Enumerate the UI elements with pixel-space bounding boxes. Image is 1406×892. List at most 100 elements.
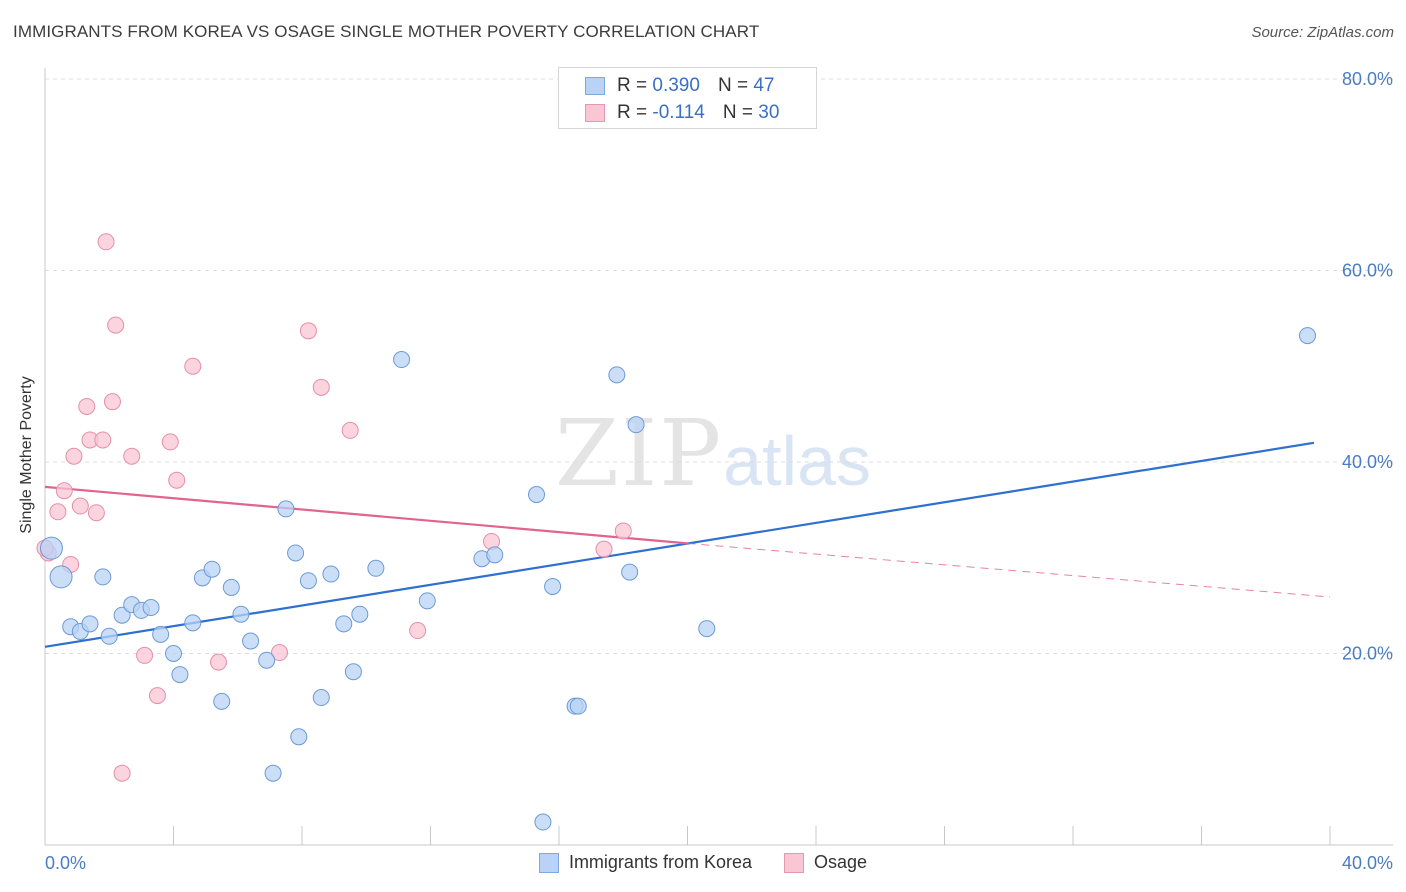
data-point-osage: [65, 447, 83, 465]
data-point-osage: [614, 522, 632, 540]
data-point-korea: [100, 627, 118, 645]
x-tick-label: 0.0%: [45, 853, 86, 873]
legend-swatch-pink: [585, 104, 605, 122]
data-point-korea: [242, 632, 260, 650]
series-legend: Immigrants from Korea Osage: [0, 852, 1406, 873]
data-point-osage: [55, 482, 73, 500]
data-point-osage: [103, 393, 121, 411]
data-point-osage: [148, 687, 166, 705]
data-point-osage: [113, 764, 131, 782]
data-point-korea: [152, 625, 170, 643]
data-point-korea: [351, 605, 369, 623]
legend-n-label: N =: [717, 75, 749, 96]
data-point-osage: [78, 397, 96, 415]
data-point-korea: [81, 615, 99, 633]
legend-swatch-blue: [538, 852, 559, 873]
legend-swatch-pink: [784, 852, 804, 873]
data-point-korea: [299, 572, 317, 590]
data-point-korea: [698, 620, 716, 638]
legend-r-label: R =: [617, 102, 648, 123]
trend-lines: [44, 441, 1331, 648]
watermark-atlas: atlas: [723, 422, 872, 500]
data-point-osage: [341, 421, 359, 439]
trend-line-osage-extrapolated: [687, 542, 1331, 598]
legend-n-label: N =: [722, 102, 753, 123]
legend-r-label: R =: [617, 75, 648, 96]
data-point-korea: [213, 692, 231, 710]
data-point-osage: [97, 233, 115, 251]
data-point-korea: [232, 605, 250, 623]
data-point-korea: [418, 592, 436, 610]
legend-r-value: 0.390: [652, 75, 700, 96]
data-point-osage: [123, 447, 141, 465]
legend-row-korea: R = 0.390 N = 47: [585, 74, 774, 98]
data-point-osage: [94, 431, 112, 449]
chart-title: IMMIGRANTS FROM KOREA VS OSAGE SINGLE MO…: [13, 22, 760, 41]
data-point-korea: [165, 645, 182, 662]
data-point-korea: [184, 614, 202, 632]
data-point-osage: [409, 622, 427, 640]
data-point-korea: [621, 563, 639, 581]
data-point-korea: [264, 764, 282, 782]
legend-item-korea[interactable]: Immigrants from Korea: [538, 852, 752, 873]
data-point-korea: [277, 500, 295, 518]
data-point-korea: [544, 577, 562, 595]
data-point-korea: [171, 666, 189, 684]
data-point-osage: [312, 378, 330, 396]
data-point-korea: [569, 697, 587, 715]
y-tick-label: 20.0%: [1342, 644, 1393, 664]
data-point-korea: [627, 416, 645, 434]
data-point-korea: [608, 366, 626, 384]
data-point-osage: [271, 644, 289, 662]
y-tick-label: 60.0%: [1342, 261, 1393, 281]
data-point-korea: [486, 546, 504, 564]
data-point-korea: [39, 536, 63, 560]
legend-n-value: 47: [753, 75, 775, 96]
data-point-korea: [335, 615, 353, 633]
data-point-korea: [393, 351, 411, 369]
data-point-korea: [142, 599, 160, 617]
trend-line-osage: [44, 485, 688, 545]
data-point-korea: [322, 565, 340, 583]
source-credit: Source: ZipAtlas.com: [1251, 24, 1394, 41]
legend-item-osage[interactable]: Osage: [784, 852, 867, 873]
data-point-osage: [161, 433, 179, 451]
tick-labels: 20.0% 40.0% 60.0% 80.0% 0.0% 40.0%: [45, 69, 1393, 873]
legend-swatch-blue: [585, 77, 605, 95]
legend-row-osage: R = -0.114 N = 30: [585, 101, 779, 125]
legend-label-osage: Osage: [814, 852, 868, 872]
legend-n-value: 30: [758, 102, 780, 123]
data-point-osage: [136, 646, 154, 664]
data-point-korea: [49, 565, 73, 589]
data-point-korea: [203, 560, 221, 578]
data-point-korea: [344, 663, 362, 681]
data-point-osage: [49, 503, 67, 521]
data-point-osage: [184, 357, 202, 375]
correlation-legend: R = 0.390 N = 47 R = -0.114 N = 30: [558, 67, 817, 129]
data-point-osage: [168, 471, 186, 489]
y-tick-label: 40.0%: [1342, 452, 1393, 472]
data-point-korea: [258, 651, 276, 669]
grid-lines: [45, 78, 1393, 654]
data-point-korea: [94, 568, 112, 586]
data-points: [36, 233, 1317, 831]
data-point-osage: [107, 316, 125, 334]
data-point-korea: [113, 606, 131, 624]
axes: [44, 68, 1393, 846]
x-tick-label: 40.0%: [1342, 853, 1393, 873]
data-point-korea: [312, 689, 330, 707]
data-point-korea: [528, 486, 546, 504]
data-point-korea: [1299, 327, 1317, 345]
data-point-osage: [595, 540, 613, 558]
trend-line-korea: [44, 441, 1315, 648]
y-tick-label: 80.0%: [1342, 69, 1393, 89]
data-point-korea: [534, 813, 552, 831]
data-point-korea: [290, 728, 308, 746]
data-point-korea: [222, 578, 240, 596]
data-point-osage: [87, 504, 105, 522]
legend-label-korea: Immigrants from Korea: [568, 852, 752, 872]
data-point-osage: [209, 653, 227, 671]
data-point-korea: [367, 559, 385, 577]
data-point-korea: [287, 544, 305, 562]
